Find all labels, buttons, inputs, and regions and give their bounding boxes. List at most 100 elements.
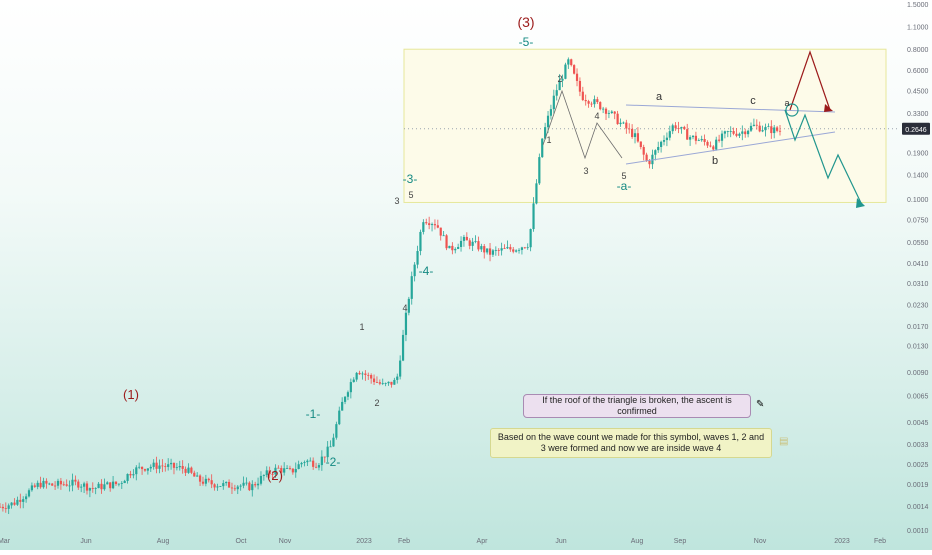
wave-label-sub: a [784,98,789,108]
time-tick-label: Apr [477,538,489,545]
candle-body [715,139,718,150]
wave-structure-line[interactable] [542,89,623,160]
wave-label-sub: 5 [408,190,413,200]
breakout-marker[interactable] [785,103,799,117]
candle-body [143,469,147,471]
candle-body [575,73,579,81]
candle-body [689,137,692,140]
candle-body [233,488,236,490]
candle-body [375,382,379,383]
candle-body [515,250,518,252]
candle-body [538,157,541,184]
bullish-projection[interactable] [789,50,831,111]
candle-body [36,482,39,487]
candle-body [573,65,576,74]
price-tick-label: 0.0230 [907,302,929,309]
wave-label-sub: 3 [394,196,399,206]
candle-body [343,396,347,402]
candle-body [749,125,753,131]
candle-body [317,465,321,468]
wave-label-minor-3: -3- [403,172,418,186]
candle-body [619,122,622,125]
price-tick-label: 1.5000 [907,2,929,9]
price-tick-label: 0.0014 [907,504,929,511]
candle-body [401,334,405,361]
candle-body [364,373,367,375]
candle-body [33,485,36,487]
annotation-triangle-roof[interactable]: If the roof of the triangle is broken, t… [523,394,751,418]
candle-body [486,248,489,253]
triangle-roof-line[interactable] [625,104,836,113]
candle-body [109,482,112,489]
candle-body [77,481,80,488]
candle-body [97,483,100,489]
candle-body [277,467,280,469]
candle-body [149,466,152,469]
range-box[interactable] [403,48,887,203]
candle-body [213,484,216,488]
candle-body [738,133,741,136]
candle-body [230,487,234,489]
candle-body [51,483,54,486]
wave-label-minor-1: -1- [306,407,321,421]
candle-body [132,474,135,476]
bearish-projection[interactable] [784,109,863,206]
price-tick-label: 0.6000 [907,68,929,75]
triangle-floor-line[interactable] [625,131,836,165]
candle-body [207,478,210,481]
candle-body [178,465,181,468]
candle-body [24,496,28,500]
candle-body [416,251,419,265]
candle-body [407,298,410,313]
candle-body [210,480,213,485]
candle-body [578,80,582,92]
candle-body [703,138,706,142]
candle-body [425,222,428,224]
candle-body [439,227,442,236]
candle-body [404,312,408,335]
candle-body [10,502,13,506]
candle-body [451,245,454,251]
candle-body [610,111,613,113]
price-tick-label: 0.1000 [907,197,929,204]
candle-body [506,247,509,249]
price-tick-label: 0.4500 [907,89,929,96]
candle-body [552,95,555,110]
candle-body [1,506,4,509]
time-tick-label: Aug [631,538,644,545]
candle-body [613,111,616,114]
price-tick-label: 0.0750 [907,217,929,224]
candle-body [335,424,338,438]
price-tick-label: 0.8000 [907,47,929,54]
candle-body [494,250,497,251]
candle-body [280,467,283,473]
candle-body [535,183,538,204]
candle-body [454,248,457,251]
candle-body [770,126,773,134]
wave-label-sub: 1 [546,135,551,145]
candle-body [56,480,60,486]
candle-body [735,133,738,136]
candle-body [4,508,7,510]
candle-body [164,466,167,468]
candle-body [80,486,83,488]
candle-body [729,131,732,132]
annotation-wave-count[interactable]: Based on the wave count we made for this… [490,428,772,458]
candle-body [198,475,202,482]
candle-body [65,484,68,486]
time-tick-label: Mar [0,538,11,545]
candle-body [297,464,300,469]
time-tick-label: Oct [236,538,247,545]
candle-body [520,247,524,250]
candle-body [720,133,724,141]
current-price-badge [902,122,930,135]
candle-body [30,485,33,491]
candle-body [709,145,712,147]
candle-body [607,112,611,114]
candle-body [474,241,477,242]
candle-body [16,499,19,505]
candle-body [268,470,271,475]
price-tick-label: 1.1000 [907,24,929,31]
candle-body [645,154,648,161]
